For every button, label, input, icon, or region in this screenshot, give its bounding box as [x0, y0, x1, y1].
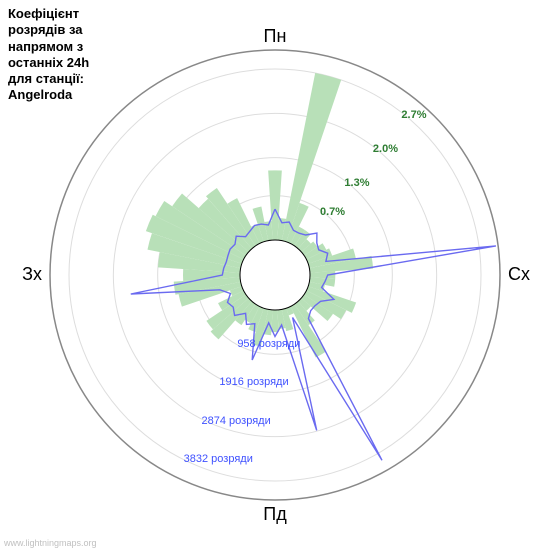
percent-tick: 0.7%	[320, 206, 345, 218]
polar-chart-container: Коефіцієнтрозрядів занапрямом зостанніх …	[0, 0, 550, 550]
cardinal-Пд: Пд	[263, 504, 286, 525]
percent-tick: 1.3%	[344, 177, 369, 189]
cardinal-Сх: Сх	[508, 264, 530, 285]
percent-tick: 2.7%	[401, 109, 426, 121]
strike-tick: 958 розряди	[237, 338, 300, 350]
strike-tick: 3832 розряди	[184, 453, 253, 465]
percent-tick: 2.0%	[373, 143, 398, 155]
strike-tick: 1916 розряди	[219, 376, 288, 388]
chart-title: Коефіцієнтрозрядів занапрямом зостанніх …	[8, 6, 89, 104]
cardinal-Пн: Пн	[264, 26, 287, 47]
footer-link: www.lightningmaps.org	[4, 538, 97, 548]
strike-tick: 2874 розряди	[202, 415, 271, 427]
cardinal-Зх: Зх	[22, 264, 42, 285]
